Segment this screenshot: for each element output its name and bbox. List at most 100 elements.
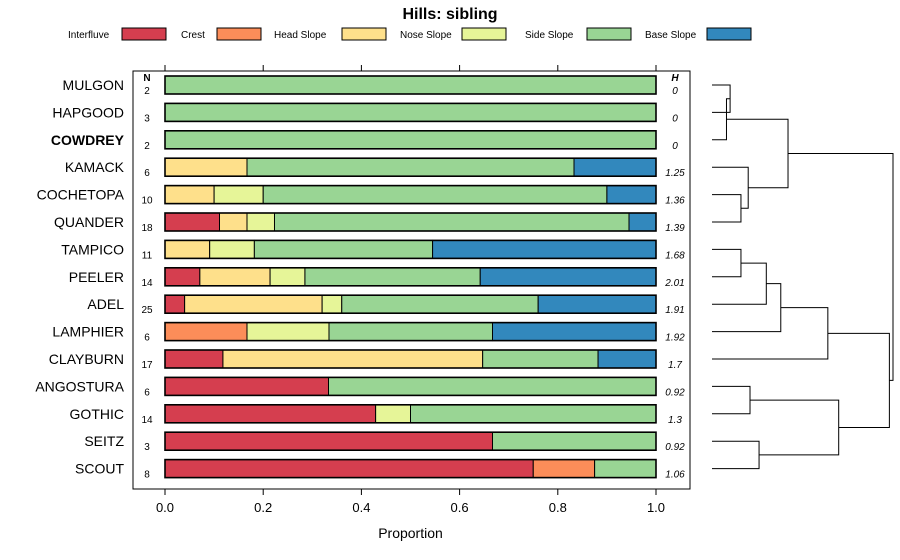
bar-quander-head-slope — [219, 212, 248, 232]
h-column-header: H — [671, 73, 679, 84]
n-value-gothic: 14 — [141, 415, 153, 426]
bar-cochetopa-side-slope — [262, 185, 608, 205]
dendrogram-branch-4 — [712, 166, 749, 209]
n-column-header: N — [143, 73, 150, 84]
bar-seitz-side-slope — [491, 431, 657, 451]
h-value-scout: 1.06 — [665, 470, 685, 481]
bar-peeler-nose-slope — [269, 267, 306, 287]
bar-outline-clayburn — [164, 349, 657, 369]
category-label-lamphier: LAMPHIER — [52, 324, 124, 340]
bar-tampico-nose-slope — [209, 239, 255, 259]
bar-lamphier-side-slope — [328, 322, 493, 342]
bar-seitz-interfluve — [164, 431, 493, 451]
n-value-quander: 18 — [141, 223, 153, 234]
bar-cochetopa-head-slope — [164, 185, 215, 205]
n-value-kamack: 6 — [144, 168, 150, 179]
x-axis-title: Proportion — [378, 525, 443, 541]
n-value-adel: 25 — [141, 305, 153, 316]
bar-angostura-interfluve — [164, 376, 330, 396]
bar-outline-cowdrey — [164, 130, 657, 150]
bar-outline-adel — [164, 294, 657, 315]
bar-kamack-side-slope — [246, 157, 575, 177]
h-value-peeler: 2.01 — [664, 278, 684, 289]
bar-angostura-side-slope — [328, 376, 657, 396]
dendrogram-branch-14 — [788, 153, 894, 381]
legend-swatch-interfluve — [121, 27, 167, 41]
h-value-mulgon: 0 — [672, 86, 678, 97]
bar-tampico-side-slope — [253, 239, 434, 259]
dendrogram-branch-5 — [726, 118, 789, 189]
dendrogram-branch-11 — [712, 440, 760, 470]
n-value-scout: 8 — [144, 470, 150, 481]
bar-outline-hapgood — [164, 102, 657, 123]
legend-swatch-crest — [216, 27, 262, 41]
bar-lamphier-nose-slope — [246, 322, 330, 342]
category-label-kamack: KAMACK — [65, 159, 125, 175]
bar-lamphier-crest — [164, 322, 248, 342]
bar-peeler-interfluve — [164, 267, 201, 287]
bar-adel-side-slope — [341, 294, 539, 314]
category-label-cochetopa: COCHETOPA — [37, 187, 125, 203]
bar-peeler-side-slope — [304, 267, 481, 287]
bar-outline-seitz — [164, 431, 657, 452]
category-label-gothic: GOTHIC — [70, 406, 124, 422]
n-value-clayburn: 17 — [141, 360, 153, 371]
n-value-cochetopa: 10 — [141, 196, 153, 207]
plot-frame — [132, 70, 691, 490]
h-value-cochetopa: 1.36 — [665, 196, 685, 207]
n-value-mulgon: 2 — [144, 86, 150, 97]
bar-quander-nose-slope — [246, 212, 275, 232]
legend-label-nose-slope: Nose Slope — [400, 30, 452, 41]
h-value-lamphier: 1.92 — [665, 333, 685, 344]
bar-adel-base-slope — [537, 294, 657, 314]
bar-scout-interfluve — [164, 459, 534, 479]
category-label-scout: SCOUT — [75, 461, 124, 477]
bar-gothic-side-slope — [410, 404, 657, 424]
dendrogram — [712, 84, 894, 470]
bar-quander-interfluve — [164, 212, 221, 232]
h-value-clayburn: 1.7 — [668, 360, 682, 371]
legend-label-interfluve: Interfluve — [68, 30, 110, 41]
bar-outline-angostura — [164, 376, 657, 397]
bar-quander-side-slope — [273, 212, 630, 232]
h-value-hapgood: 0 — [672, 113, 678, 124]
n-value-tampico: 11 — [142, 250, 153, 261]
legend: Interfluve Crest Head Slope Nose Slope Side … — [68, 27, 752, 41]
dendrogram-branch-10 — [712, 385, 751, 415]
bar-scout-side-slope — [594, 459, 657, 479]
dendrogram-branch-9 — [712, 307, 829, 360]
bar-peeler-base-slope — [479, 267, 657, 287]
bar-lamphier-base-slope — [491, 322, 657, 342]
h-value-tampico: 1.68 — [665, 250, 685, 261]
h-value-gothic: 1.3 — [668, 415, 682, 426]
bar-clayburn-side-slope — [482, 349, 599, 369]
h-value-kamack: 1.25 — [665, 168, 685, 179]
dendrogram-branch-6 — [712, 248, 742, 278]
category-label-cowdrey: COWDREY — [51, 132, 125, 148]
legend-swatch-nose-slope — [461, 27, 507, 41]
bar-tampico-base-slope — [432, 239, 657, 259]
bar-outline-scout — [164, 458, 657, 479]
bar-adel-nose-slope — [321, 294, 343, 314]
bar-peeler-head-slope — [199, 267, 271, 287]
bar-kamack-base-slope — [573, 157, 657, 177]
bar-outline-lamphier — [164, 321, 657, 342]
n-value-peeler: 14 — [141, 278, 153, 289]
bar-clayburn-head-slope — [222, 349, 484, 369]
bar-clayburn-interfluve — [164, 349, 224, 369]
legend-label-side-slope: Side Slope — [525, 30, 574, 41]
h-value-quander: 1.39 — [665, 223, 685, 234]
bar-outline-mulgon — [164, 75, 657, 95]
category-label-tampico: TAMPICO — [61, 241, 124, 257]
category-label-hapgood: HAPGOOD — [52, 104, 124, 120]
n-value-lamphier: 6 — [144, 333, 150, 344]
bar-outline-peeler — [164, 266, 657, 287]
bar-adel-interfluve — [164, 294, 186, 314]
bar-gothic-interfluve — [164, 404, 377, 424]
category-label-adel: ADEL — [87, 296, 124, 312]
h-value-seitz: 0.92 — [665, 442, 685, 453]
bar-clayburn-base-slope — [597, 349, 657, 369]
category-label-angostura: ANGOSTURA — [35, 378, 124, 394]
legend-swatch-head-slope — [341, 27, 387, 41]
